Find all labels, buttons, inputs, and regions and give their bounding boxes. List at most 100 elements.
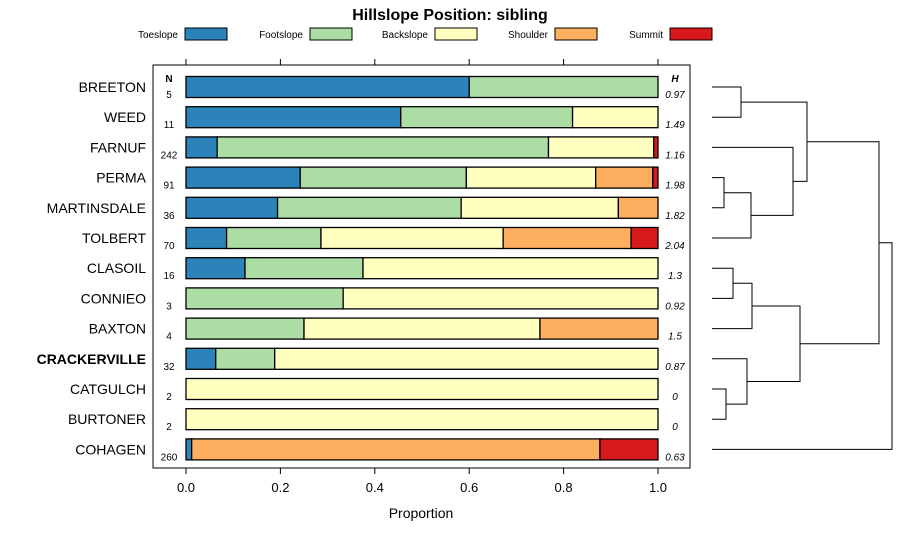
legend-label-shoulder: Shoulder [508,30,549,41]
bar-segment-perma-summit [652,166,659,189]
row-n-clasoil: 16 [163,271,175,282]
row-h-weed: 1.49 [665,120,685,131]
h-column-header: H [671,74,679,85]
bar-segment-baxton-footslope [185,317,305,340]
n-column-header: N [165,74,172,85]
row-n-martinsdale: 36 [163,211,175,222]
dendro-perma-tolbert [712,192,752,239]
bar-segment-breeton-toeslope [185,75,470,99]
x-tick-label: 0.8 [555,480,573,495]
row-n-cohagen: 260 [161,452,178,463]
bar-segment-tolbert-toeslope [185,226,228,250]
row-h-farnuf: 1.16 [665,150,685,161]
bar-segment-perma-footslope [299,166,468,189]
bar-segment-martinsdale-shoulder [617,196,659,219]
bar-segment-crackerville-toeslope [185,347,217,370]
legend: Toeslope Footslope Backslope Shoulder Summit [138,27,713,41]
row-label-baxton: BAXTON [89,321,146,337]
bar-segment-farnuf-summit [653,136,659,159]
legend-swatch-summit [669,27,713,41]
dendro-catgulch-burtoner [712,388,727,420]
row-n-crackerville: 32 [163,362,175,373]
x-tick-label: 0.6 [460,480,478,495]
row-h-tolbert: 2.04 [664,241,685,252]
bar-segment-cohagen-toeslope [185,438,193,461]
legend-label-summit: Summit [629,30,663,41]
bar-segment-tolbert-backslope [320,226,504,250]
bar-segment-weed-backslope [571,106,659,129]
dendro-clasoil-baxton [712,282,753,330]
row-n-farnuf: 242 [161,150,178,161]
row-n-baxton: 4 [166,332,172,343]
row-label-burtoner: BURTONER [68,411,146,427]
row-h-perma: 1.98 [665,181,685,192]
row-n-perma: 91 [163,181,175,192]
legend-swatch-shoulder [554,27,598,41]
bar-segment-tolbert-summit [630,226,659,250]
row-h-breeton: 0.97 [665,90,685,101]
legend-label-backslope: Backslope [382,30,429,41]
bar-segment-burtoner-backslope [185,408,659,431]
bar-segment-farnuf-footslope [216,136,550,159]
bar-segment-baxton-shoulder [539,317,659,340]
dendro-upper-cluster [741,101,808,182]
dendro-crackerville-group [712,358,748,405]
row-h-burtoner: 0 [672,422,678,433]
row-label-connieo: CONNIEO [81,290,146,306]
row-h-clasoil: 1.3 [668,271,682,282]
dendro-main-cluster [800,141,880,345]
bar-segment-martinsdale-toeslope [185,196,279,219]
bar-segment-clasoil-toeslope [185,257,246,280]
chart-title: Hillslope Position: sibling [352,7,548,24]
row-label-weed: WEED [104,109,146,125]
dendro-clasoil-connieo [712,267,734,299]
bar-segment-martinsdale-footslope [276,196,462,219]
x-tick-label: 0.2 [271,480,289,495]
row-h-crackerville: 0.87 [665,362,685,373]
x-axis: 0.0 0.2 0.4 0.6 0.8 1.0 [177,59,667,495]
legend-swatch-backslope [434,27,478,41]
bar-segment-martinsdale-backslope [460,196,620,219]
row-n-connieo: 3 [166,301,172,312]
row-h-catgulch: 0 [672,392,678,403]
dendro-middle-cluster [747,305,801,382]
bar-segment-weed-toeslope [185,106,402,129]
bar-segment-crackerville-backslope [274,347,659,370]
bar-segment-clasoil-footslope [244,257,364,280]
bar-segment-clasoil-backslope [362,257,659,280]
row-label-tolbert: TOLBERT [82,230,147,246]
row-h-cohagen: 0.63 [665,452,685,463]
x-axis-label: Proportion [389,505,454,521]
row-label-crackerville: CRACKERVILLE [37,351,146,367]
row-n-catgulch: 2 [166,392,172,403]
x-tick-label: 1.0 [649,480,667,495]
bar-segment-farnuf-backslope [547,136,655,159]
row-n-burtoner: 2 [166,422,172,433]
row-label-clasoil: CLASOIL [87,260,146,276]
bar-segment-perma-shoulder [595,166,654,189]
row-label-farnuf: FARNUF [90,139,146,155]
dendro-perma-martinsdale [712,177,725,209]
plot-frame [152,64,691,469]
bar-segment-farnuf-toeslope [185,136,218,159]
dendro-root [712,242,893,450]
dendro-breeton-weed [712,86,742,118]
bar-segment-crackerville-footslope [215,347,276,370]
dendrogram [712,86,893,450]
bar-segment-perma-backslope [465,166,597,189]
row-label-cohagen: COHAGEN [75,441,146,457]
x-tick-label: 0.0 [177,480,195,495]
legend-swatch-toeslope [184,27,228,41]
legend-swatch-footslope [309,27,353,41]
row-label-perma: PERMA [96,170,146,186]
row-h-connieo: 0.92 [665,301,685,312]
row-h-martinsdale: 1.82 [665,211,685,222]
x-tick-label: 0.4 [366,480,384,495]
bar-segment-breeton-footslope [468,75,659,99]
bar-segment-tolbert-footslope [225,226,322,250]
bar-segment-weed-footslope [400,106,574,129]
row-n-breeton: 5 [166,90,172,101]
legend-label-footslope: Footslope [259,30,303,41]
